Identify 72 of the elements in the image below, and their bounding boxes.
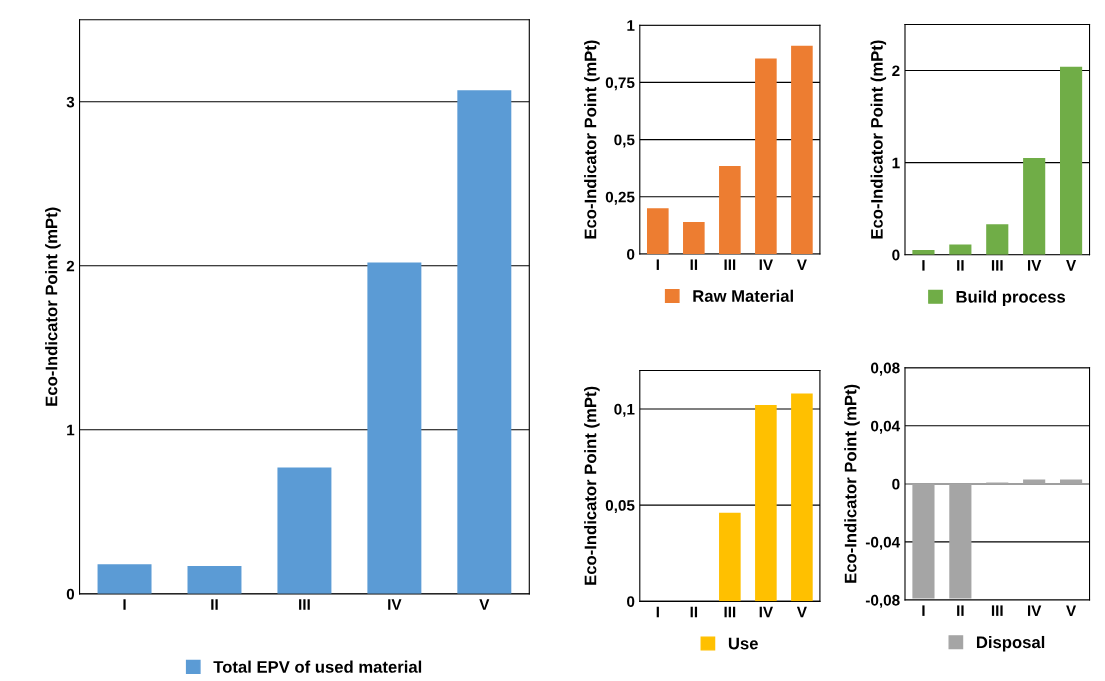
y-tick-label: -0,04 [865,536,901,550]
x-tick-label: III [991,605,1003,616]
bar [187,565,242,594]
x-tick-label: II [211,599,218,610]
x-tick-label: II [957,260,964,271]
x-tick-label: V [1066,605,1077,616]
bar [719,512,741,602]
legend-label: Build process [956,290,1066,307]
y-tick-label: -0,08 [865,594,900,608]
y-axis-title: Eco-Indicator Point (mPt) [584,40,600,239]
y-tick-label: 0,25 [605,191,635,205]
y-tick-label: 0 [66,588,75,600]
y-axis-title: Eco-Indicator Point (mPt) [870,40,887,239]
bar [367,262,422,594]
x-tick-label: I [656,259,659,270]
bar [755,405,777,602]
x-tick-label: V [796,259,807,270]
bar [912,250,935,255]
x-tick-label: III [299,599,310,610]
y-tick-label: 0,08 [871,362,900,376]
y-tick-label: 0 [892,249,900,261]
y-tick-label: 0,75 [605,77,635,91]
bar [647,208,669,255]
x-tick-label: II [957,605,964,616]
x-tick-label: I [922,260,925,271]
y-tick-label: 2 [892,65,900,77]
bar [1023,158,1046,255]
y-axis-title: Eco-Indicator Point (mPt) [844,384,860,583]
bar [719,165,741,255]
y-tick-label: 0 [627,596,635,608]
x-tick-label: IV [1027,260,1042,271]
bar [277,467,332,594]
y-tick-label: 0 [627,248,635,260]
x-tick-label: I [922,605,925,616]
x-tick-label: I [656,606,659,618]
bar [683,221,705,255]
y-tick-label: 1 [892,157,900,169]
y-tick-label: 2 [66,260,75,272]
x-tick-label: I [123,599,126,610]
bar [791,45,813,255]
y-tick-label: 0,04 [871,420,901,434]
y-tick-label: 3 [66,96,75,108]
bar [97,564,152,594]
x-tick-label: III [991,260,1003,271]
legend-label: Total EPV of used material [213,660,422,673]
bar [791,393,813,602]
y-tick-label: 1 [67,424,75,436]
x-tick-label: IV [759,606,773,618]
y-tick-label: 0,1 [614,403,635,417]
x-tick-label: V [1066,260,1077,271]
y-tick-label: 0,5 [614,134,635,148]
legend-label: Disposal [976,635,1045,652]
x-tick-label: II [690,259,698,270]
x-tick-label: III [724,606,736,618]
x-tick-label: IV [1027,605,1042,616]
x-tick-label: IV [759,259,773,270]
x-tick-label: V [796,606,807,618]
bar [457,90,512,594]
bar [986,224,1009,255]
legend-label: Raw Material [693,289,793,302]
x-tick-label: III [724,259,736,270]
x-tick-label: IV [388,599,402,610]
y-axis-title: Eco-Indicator Point (mPt) [584,386,600,585]
y-tick-label: 0,05 [605,500,635,514]
bar [755,58,777,255]
y-tick-label: 1 [627,20,635,31]
y-axis-title: Eco-Indicator Point (mPt) [45,207,61,406]
y-tick-label: 0 [892,478,900,490]
x-tick-label: V [479,599,490,610]
x-tick-label: II [690,606,698,618]
legend-label: Use [728,637,758,650]
bar [1060,66,1083,255]
